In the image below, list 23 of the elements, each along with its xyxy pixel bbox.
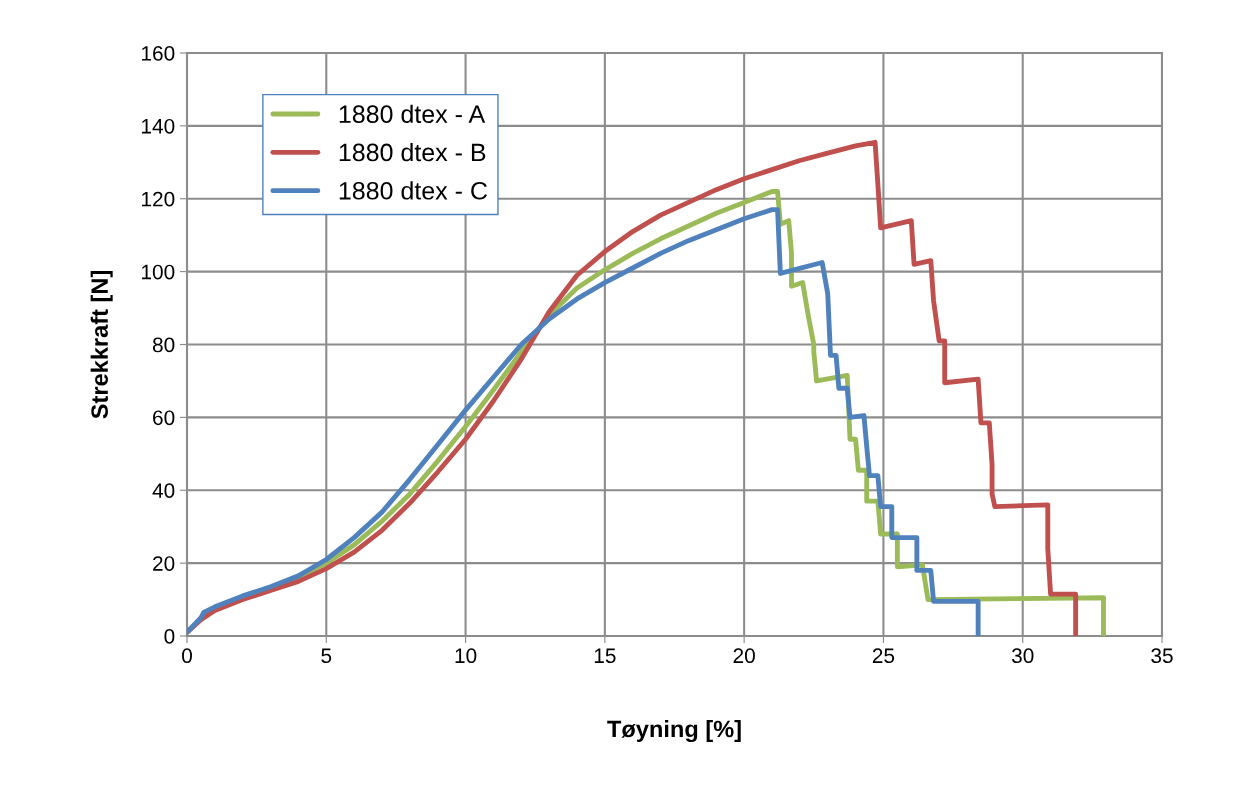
y-tick-label: 160 (142, 46, 175, 61)
legend-label: 1880 dtex - B (339, 142, 486, 162)
legend-label: 1880 dtex - A (339, 104, 486, 124)
x-tick-label: 25 (872, 648, 895, 664)
x-tick-label: 15 (594, 648, 616, 664)
y-axis-title: Strekkraft [N] (90, 271, 113, 419)
x-axis-title: Tøyning [%] (607, 720, 741, 743)
y-tick-label: 60 (153, 410, 175, 426)
y-tick-label: 40 (152, 483, 175, 498)
y-tick-label: 20 (153, 556, 175, 571)
y-tick-label: 140 (142, 118, 175, 134)
y-tick-label: 120 (142, 191, 175, 207)
x-tick-label: 10 (455, 648, 477, 664)
y-tick-label: 100 (142, 264, 175, 280)
line-series (187, 207, 981, 636)
x-tick-label: 35 (1151, 648, 1173, 664)
x-tick-label: 30 (1011, 648, 1034, 664)
x-tick-label: 20 (733, 648, 755, 664)
x-tick-label: 5 (321, 648, 332, 664)
x-tick-label: 0 (182, 648, 192, 664)
y-tick-label: 80 (152, 337, 175, 353)
y-tick-label: 0 (164, 629, 175, 644)
legend-label: 1880 dtex - C (339, 181, 488, 200)
